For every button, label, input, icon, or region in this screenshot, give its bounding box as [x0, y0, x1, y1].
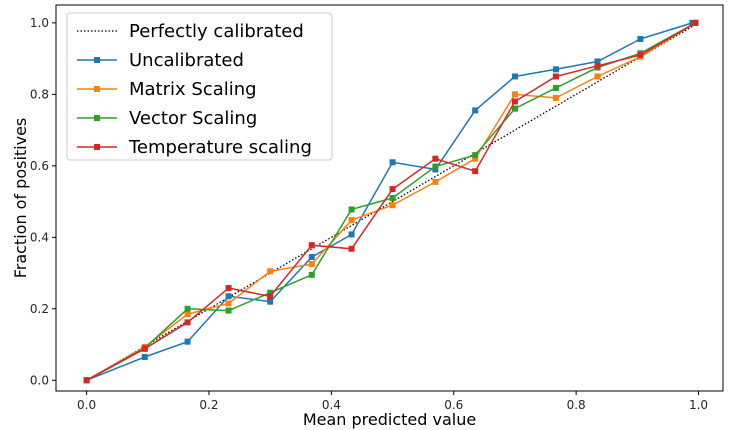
matrix-scaling-point [308, 261, 315, 268]
vector-scaling-point [225, 307, 232, 314]
y-tick-label: 0.4 [30, 230, 49, 244]
legend-marker-uncalibrated [94, 57, 100, 63]
matrix-scaling-point [594, 73, 601, 80]
legend-box [66, 12, 333, 161]
matrix-scaling-point [552, 94, 559, 101]
legend-label-vector-scaling: Vector Scaling [129, 108, 257, 129]
temperature-scaling-point [348, 245, 355, 252]
uncalibrated-point [511, 73, 518, 80]
matrix-scaling-point [472, 155, 479, 162]
vector-scaling-point [348, 206, 355, 213]
temperature-scaling-point [637, 52, 644, 59]
x-axis-label: Mean predicted value [303, 410, 476, 429]
vector-scaling-point [389, 195, 396, 201]
x-tick-label: 0.6 [444, 398, 463, 412]
plot-content [83, 19, 699, 384]
y-tick-label: 0.8 [30, 87, 49, 101]
temperature-scaling-point [472, 168, 479, 175]
x-tick-label: 0.4 [322, 398, 341, 412]
uncalibrated-point [389, 159, 396, 166]
temperature-scaling-point [267, 293, 274, 300]
perfectly-calibrated-line [86, 22, 699, 381]
uncalibrated-point [348, 231, 355, 238]
x-tick-label: 0.2 [199, 398, 218, 412]
matrix-scaling-point [225, 300, 232, 307]
vector-scaling-point [308, 271, 315, 278]
temperature-scaling-point [552, 73, 559, 80]
x-tick-label: 1.0 [689, 398, 708, 412]
uncalibrated-point [184, 338, 191, 345]
uncalibrated-point [267, 298, 274, 305]
matrix-scaling-point [389, 202, 396, 209]
matrix-scaling-point [511, 91, 518, 98]
vector-scaling-point [552, 84, 559, 91]
uncalibrated-point [637, 35, 644, 42]
uncalibrated-point [689, 19, 696, 26]
legend-label-matrix-scaling: Matrix Scaling [129, 79, 257, 100]
legend-label-uncalibrated: Uncalibrated [129, 50, 244, 71]
temperature-scaling-point [184, 319, 191, 326]
temperature-scaling-point [594, 62, 601, 69]
y-tick-label: 0.6 [30, 159, 49, 173]
legend-label-temperature-scaling: Temperature scaling [128, 137, 312, 158]
matrix-scaling-point [348, 217, 355, 224]
plot-frame [55, 4, 724, 392]
uncalibrated-point [472, 107, 479, 114]
uncalibrated-point [141, 354, 148, 361]
temperature-scaling-point [432, 155, 439, 162]
legend: Perfectly calibrated Uncalibrated Matrix S… [66, 12, 333, 161]
uncalibrated-point [594, 58, 601, 65]
y-tick-label: 0.0 [30, 373, 49, 387]
matrix-scaling-point [432, 178, 439, 185]
temperature-scaling-point [225, 285, 232, 292]
x-tick-label: 0.8 [567, 398, 586, 412]
legend-marker-matrix-scaling [94, 86, 100, 92]
vector-scaling-point [511, 105, 518, 112]
legend-marker-vector-scaling [94, 115, 100, 121]
y-axis-label: Fraction of positives [11, 118, 30, 279]
temperature-scaling-point [141, 345, 148, 352]
temperature-scaling-point [692, 19, 699, 26]
vector-scaling-point [184, 305, 191, 312]
temperature-scaling-point [308, 242, 315, 249]
temperature-scaling-point [389, 186, 396, 193]
vector-scaling-point [432, 163, 439, 170]
uncalibrated-point [552, 66, 559, 73]
y-tick-label: 1.0 [30, 16, 49, 30]
y-axis-ticks: 0.0 0.2 0.4 0.6 0.8 1.0 [30, 16, 56, 387]
uncalibrated-point [308, 253, 315, 260]
x-axis-ticks: 0.0 0.2 0.4 0.6 0.8 1.0 [77, 391, 708, 412]
legend-marker-temperature-scaling [94, 144, 100, 150]
uncalibrated-point [225, 293, 232, 300]
x-tick-label: 0.0 [77, 398, 96, 412]
vector-scaling-point [267, 289, 274, 296]
matrix-scaling-point [184, 311, 191, 318]
temperature-scaling-point [511, 98, 518, 105]
vector-scaling-point [472, 152, 479, 159]
legend-label-perfectly-calibrated: Perfectly calibrated [129, 21, 304, 42]
y-tick-label: 0.2 [30, 302, 49, 316]
temperature-scaling-point [83, 377, 90, 384]
matrix-scaling-point [267, 268, 274, 275]
